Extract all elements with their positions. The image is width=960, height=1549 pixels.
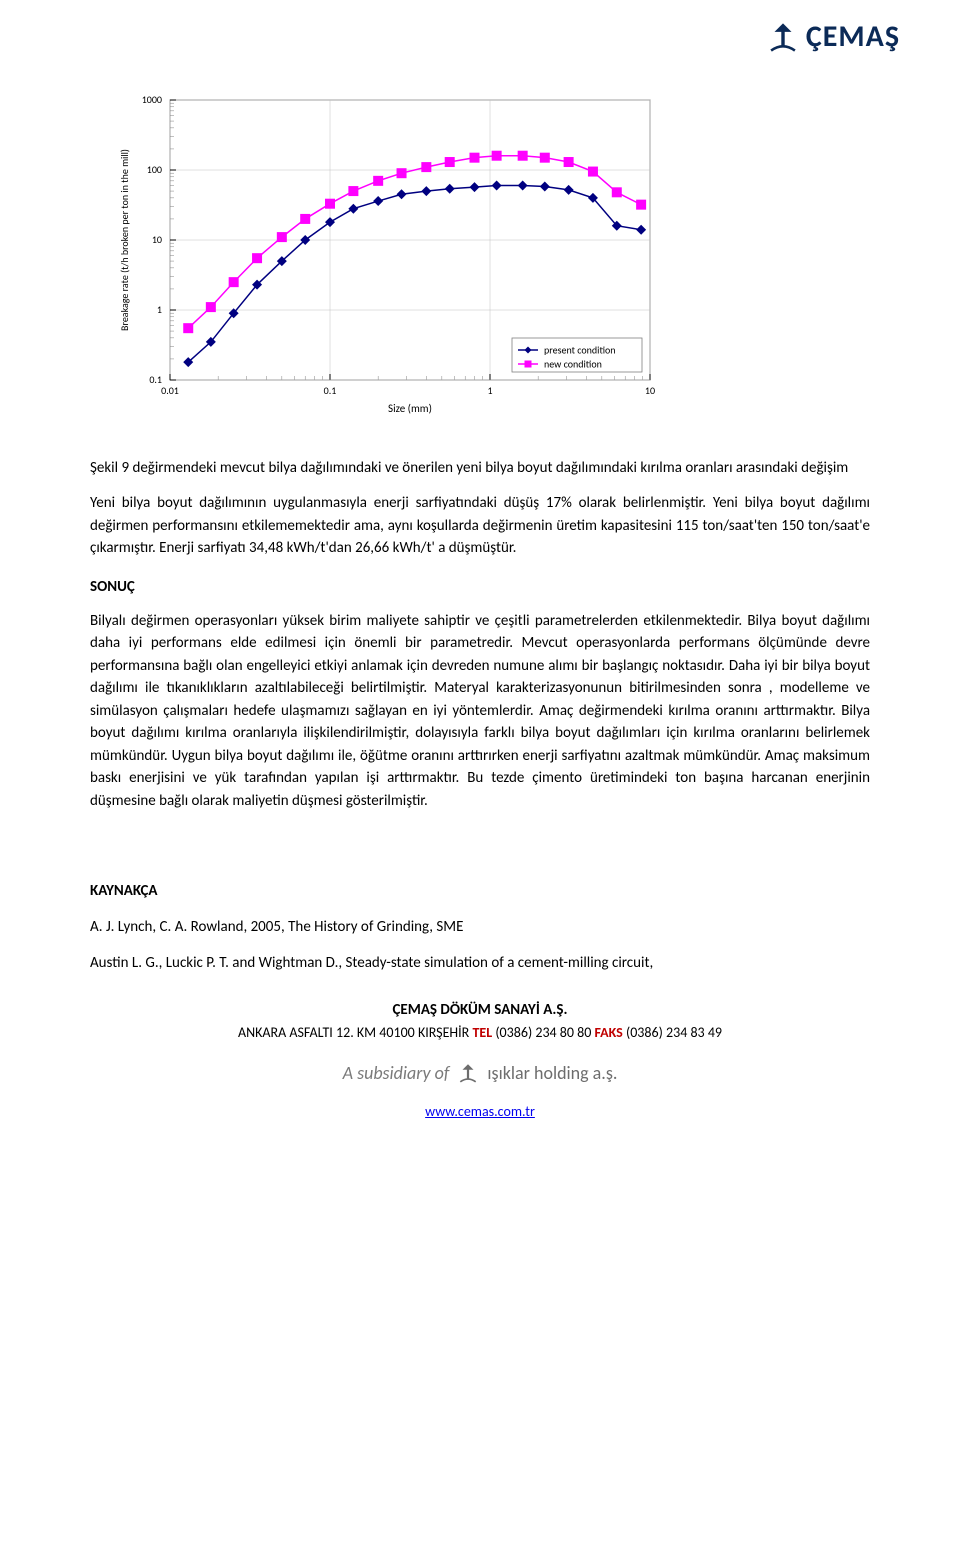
svg-text:Breakage rate (t/h broken per: Breakage rate (t/h broken per ton in the… <box>118 149 131 331</box>
svg-text:0.1: 0.1 <box>149 373 162 386</box>
references-heading: KAYNAKÇA <box>90 882 870 900</box>
footer-tel: (0386) 234 80 80 <box>495 1024 594 1041</box>
svg-text:1: 1 <box>487 384 492 397</box>
footer-url: www.cemas.com.tr <box>90 1101 870 1123</box>
footer-tel-label: TEL <box>472 1024 495 1041</box>
cemas-logo-icon <box>766 20 800 54</box>
paragraph-1: Yeni bilya boyut dağılımının uygulanması… <box>90 492 870 560</box>
brand-name: ÇEMAŞ <box>806 18 900 55</box>
subsidiary-line: A subsidiary of ışıklar holding a.ş. <box>90 1059 870 1088</box>
reference-1: A. J. Lynch, C. A. Rowland, 2005, The Hi… <box>90 918 870 936</box>
footer-addr-prefix: ANKARA ASFALTI 12. KM 40100 KIRŞEHİR <box>238 1024 472 1041</box>
subsidiary-prefix: A subsidiary of <box>343 1059 450 1088</box>
footer-url-link[interactable]: www.cemas.com.tr <box>425 1103 535 1120</box>
svg-text:new condition: new condition <box>544 358 602 371</box>
svg-text:0.1: 0.1 <box>324 384 337 397</box>
section-heading-sonuc: SONUÇ <box>90 578 870 596</box>
svg-text:10: 10 <box>645 384 655 397</box>
chart-canvas: 0.010.11100.11101001000Size (mm)Breakage… <box>110 90 670 430</box>
svg-text:100: 100 <box>147 163 162 176</box>
footer-company: ÇEMAŞ DÖKÜM SANAYİ A.Ş. <box>90 998 870 1022</box>
svg-text:1000: 1000 <box>142 93 162 106</box>
holding-name: ışıklar holding a.ş. <box>487 1059 617 1088</box>
figure-caption: Şekil 9 değirmendeki mevcut bilya dağılı… <box>90 458 870 478</box>
svg-text:Size (mm): Size (mm) <box>388 402 432 415</box>
footer-fax-label: FAKS <box>595 1024 626 1041</box>
brand-logo: ÇEMAŞ <box>766 18 900 55</box>
chart: 0.010.11100.11101001000Size (mm)Breakage… <box>110 90 670 430</box>
reference-2: Austin L. G., Luckic P. T. and Wightman … <box>90 954 870 972</box>
svg-text:present condition: present condition <box>544 344 616 357</box>
svg-text:10: 10 <box>152 233 162 246</box>
svg-text:1: 1 <box>157 303 162 316</box>
footer: ÇEMAŞ DÖKÜM SANAYİ A.Ş. ANKARA ASFALTI 1… <box>90 998 870 1124</box>
svg-text:0.01: 0.01 <box>161 384 179 397</box>
document-page: ÇEMAŞ 0.010.11100.11101001000Size (mm)Br… <box>0 0 960 1164</box>
isiklar-logo-icon <box>457 1062 479 1084</box>
footer-fax: (0386) 234 83 49 <box>626 1024 722 1041</box>
footer-address: ANKARA ASFALTI 12. KM 40100 KIRŞEHİR TEL… <box>90 1022 870 1044</box>
paragraph-2: Bilyalı değirmen operasyonları yüksek bi… <box>90 610 870 813</box>
